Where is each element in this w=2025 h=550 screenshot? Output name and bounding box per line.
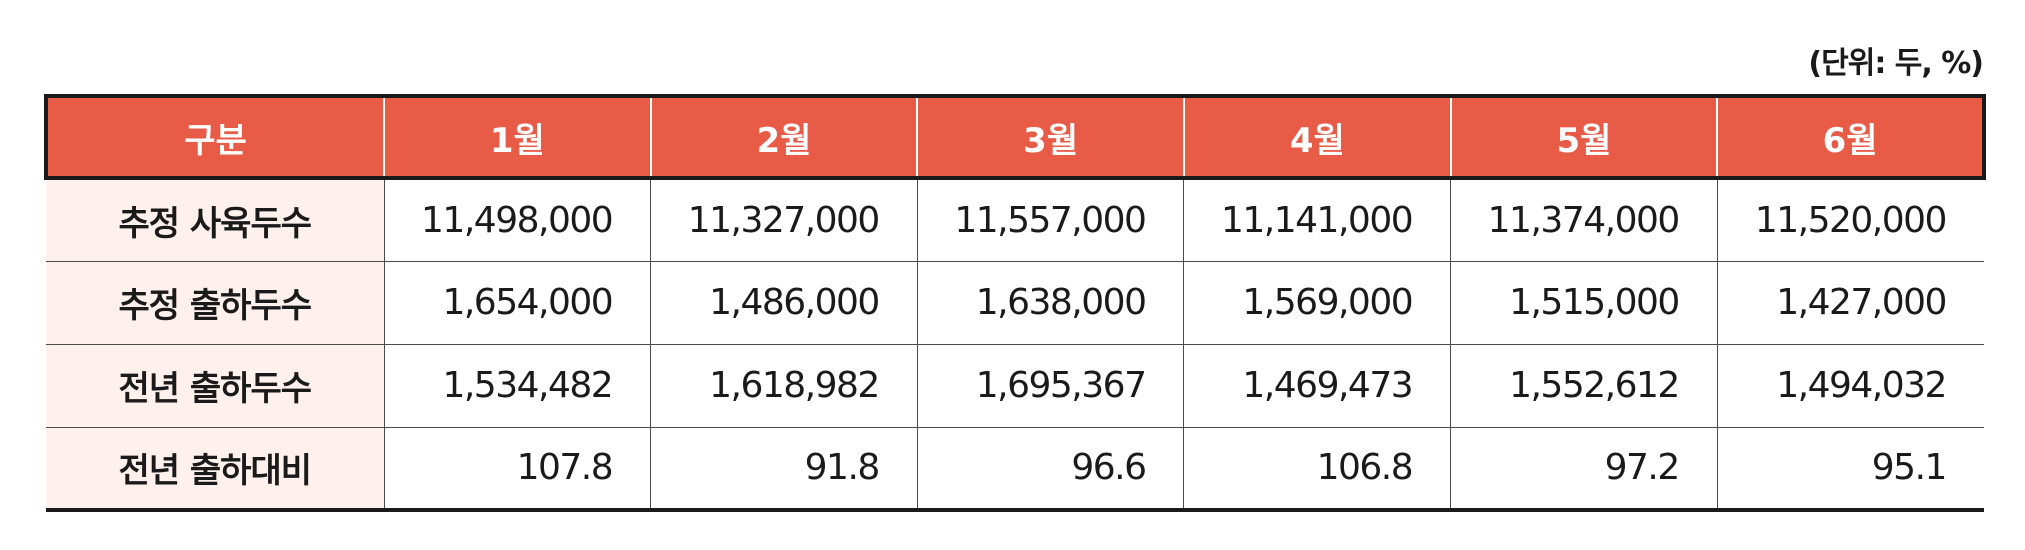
header-month: 2월	[649, 94, 918, 180]
table-cell: 1,427,000	[1716, 261, 1984, 345]
table-cell: 11,520,000	[1716, 178, 1984, 262]
table-cell: 11,374,000	[1450, 178, 1718, 262]
header-month: 4월	[1182, 94, 1451, 180]
table-cell: 106.8	[1183, 427, 1451, 512]
table-cell: 11,498,000	[383, 178, 651, 262]
table-row: 전년 출하두수 1,534,482 1,618,982 1,695,367 1,…	[46, 344, 1984, 428]
table-cell: 1,534,482	[383, 344, 651, 428]
header-category: 구분	[44, 94, 384, 180]
monthly-livestock-table: 구분 1월 2월 3월 4월 5월 6월 추정 사육두수 11,498,000 …	[44, 94, 1986, 512]
header-month: 1월	[383, 94, 651, 180]
table-cell: 95.1	[1716, 427, 1984, 512]
table-cell: 11,327,000	[650, 178, 918, 262]
table-cell: 97.2	[1450, 427, 1718, 512]
table-cell: 91.8	[650, 427, 918, 512]
table-cell: 1,515,000	[1450, 261, 1718, 345]
table-cell: 11,141,000	[1183, 178, 1451, 262]
row-label: 전년 출하대비	[46, 427, 384, 512]
row-label: 전년 출하두수	[46, 344, 384, 428]
table-cell: 1,695,367	[916, 344, 1184, 428]
unit-note: (단위: 두, %)	[1808, 46, 1984, 81]
header-month: 6월	[1716, 94, 1986, 180]
table-cell: 1,618,982	[650, 344, 918, 428]
table-row: 추정 사육두수 11,498,000 11,327,000 11,557,000…	[46, 178, 1984, 262]
table-cell: 1,486,000	[650, 261, 918, 345]
header-month: 5월	[1449, 94, 1718, 180]
row-label: 추정 출하두수	[46, 261, 384, 345]
row-label: 추정 사육두수	[46, 178, 384, 262]
table-row: 추정 출하두수 1,654,000 1,486,000 1,638,000 1,…	[46, 261, 1984, 345]
table-cell: 1,552,612	[1450, 344, 1718, 428]
table-cell: 1,638,000	[916, 261, 1184, 345]
table-row: 전년 출하대비 107.8 91.8 96.6 106.8 97.2 95.1	[46, 427, 1984, 512]
table-header-row: 구분 1월 2월 3월 4월 5월 6월	[44, 94, 1986, 180]
table-cell: 107.8	[383, 427, 651, 512]
table-cell: 1,469,473	[1183, 344, 1451, 428]
table-cell: 96.6	[916, 427, 1184, 512]
table-cell: 1,569,000	[1183, 261, 1451, 345]
header-month: 3월	[916, 94, 1184, 180]
table-cell: 1,494,032	[1716, 344, 1984, 428]
table-cell: 11,557,000	[916, 178, 1184, 262]
table-cell: 1,654,000	[383, 261, 651, 345]
